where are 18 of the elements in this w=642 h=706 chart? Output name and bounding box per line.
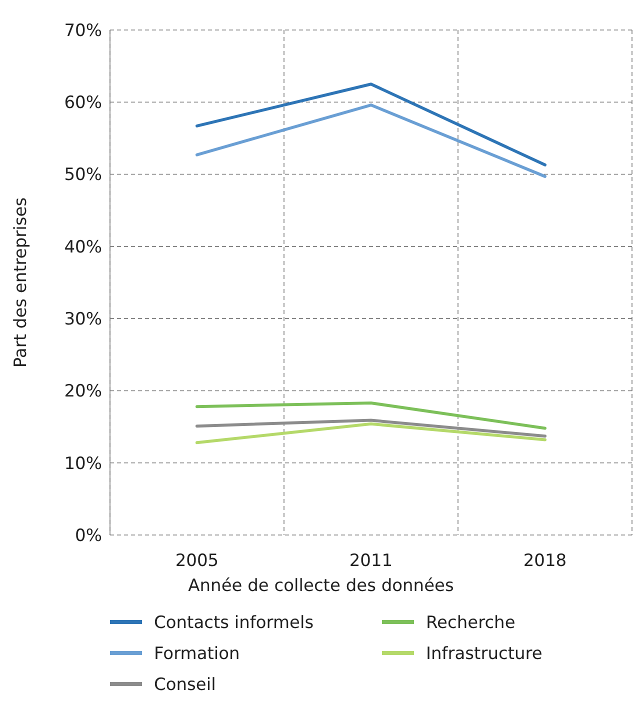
legend-label: Formation [154,644,240,664]
legend-label: Conseil [154,674,216,695]
y-axis-title: Part des entreprises [11,197,31,368]
legend-label: Infrastructure [426,644,542,664]
legend-label: Recherche [426,612,516,633]
y-tick-label: 30% [64,310,102,330]
y-tick-label: 40% [64,237,102,258]
y-tick-label: 0% [75,526,102,546]
y-tick-label: 10% [64,454,102,474]
y-tick-label: 70% [64,20,102,41]
x-tick-label: 2011 [349,551,393,571]
y-tick-label: 50% [64,165,102,186]
x-tick-label: 2018 [523,551,567,571]
x-axis-title: Année de collecte des données [188,576,454,596]
y-tick-label: 20% [64,382,102,402]
legend-label: Contacts informels [154,612,314,633]
y-tick-label: 60% [64,93,102,114]
x-tick-label: 2005 [175,551,219,571]
